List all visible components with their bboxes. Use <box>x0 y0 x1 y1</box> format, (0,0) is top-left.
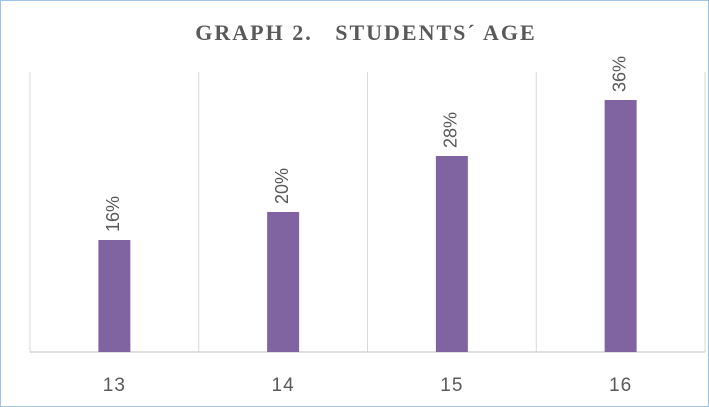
x-tick-label: 16 <box>609 375 632 396</box>
x-tick-label: 13 <box>103 375 126 396</box>
value-label: 28% <box>441 112 461 148</box>
bar <box>604 100 637 352</box>
value-label: 16% <box>103 196 123 232</box>
value-label: 36% <box>609 56 629 92</box>
x-tick-label: 14 <box>272 375 295 396</box>
value-label: 20% <box>272 168 292 204</box>
bar <box>98 240 131 352</box>
x-tick-label: 15 <box>440 375 463 396</box>
bar <box>267 212 300 352</box>
bar <box>435 156 468 352</box>
chart-title: GRAPH 2. STUDENTS´ AGE <box>195 20 536 45</box>
